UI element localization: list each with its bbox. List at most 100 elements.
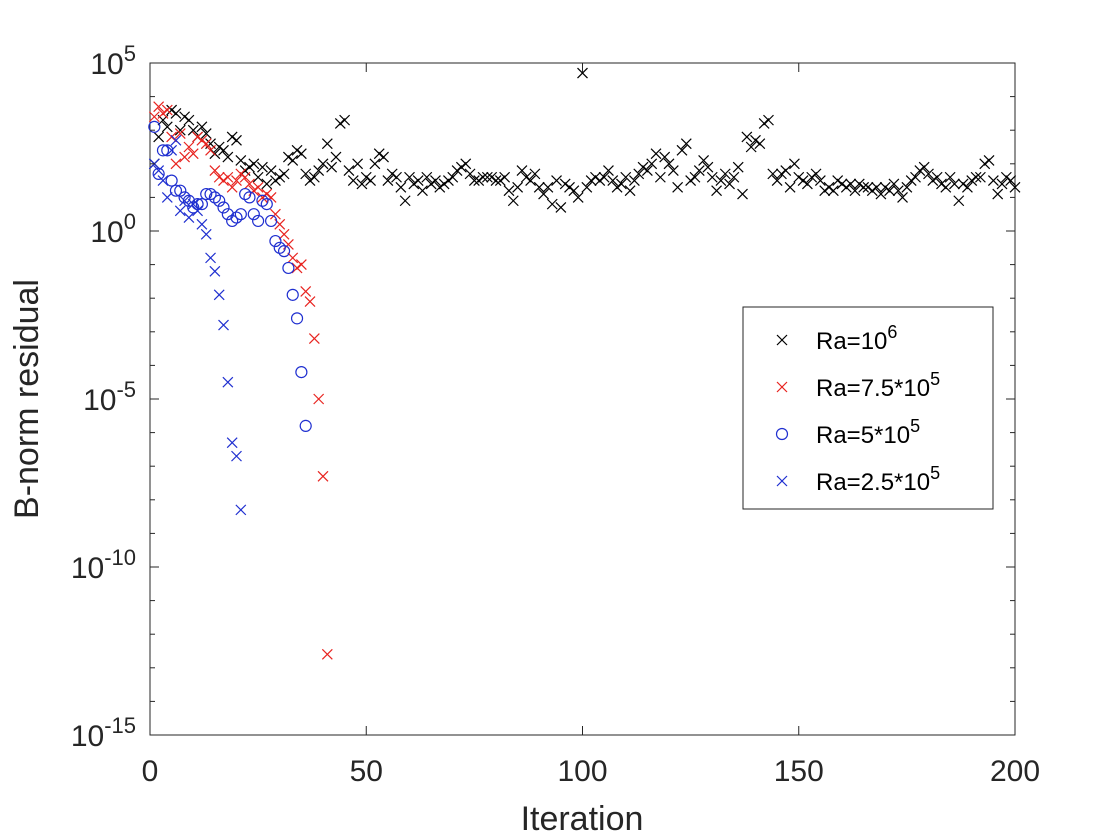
data-point [391, 171, 402, 183]
data-point [892, 185, 904, 197]
data-point [196, 121, 208, 133]
data-point-stroke [719, 168, 731, 180]
data-point-stroke [871, 181, 883, 193]
data-point-stroke [148, 111, 160, 123]
data-point [616, 178, 627, 190]
data-point [157, 175, 169, 187]
data-point [179, 151, 191, 163]
data-point [490, 175, 502, 187]
data-point [321, 138, 333, 150]
data-point-stroke [430, 175, 441, 187]
data-point [646, 158, 658, 170]
data-point [598, 171, 610, 183]
data-point-stroke [555, 202, 567, 213]
data-point [347, 175, 359, 187]
data-point-stroke [585, 175, 597, 187]
data-point [339, 114, 351, 126]
data-point-stroke [494, 175, 506, 187]
data-point [853, 178, 865, 190]
data-point [235, 155, 247, 166]
data-point [966, 175, 978, 187]
data-point [451, 165, 463, 176]
data-point [222, 376, 234, 388]
data-point-stroke [823, 181, 835, 193]
data-point-stroke [663, 158, 675, 170]
legend-entry: Ra=5*105 [775, 416, 920, 449]
data-point [871, 181, 883, 193]
data-point-stroke [287, 252, 299, 264]
data-point [987, 175, 999, 187]
data-point [208, 191, 221, 204]
data-point-stroke [667, 165, 679, 176]
data-point [270, 208, 281, 220]
data-point [352, 158, 364, 170]
data-point-stroke [611, 181, 623, 193]
data-point [724, 178, 735, 190]
data-point-stroke [196, 218, 208, 230]
data-point-stroke [512, 181, 524, 193]
data-point-stroke [378, 151, 389, 163]
data-point [797, 175, 809, 187]
data-point [711, 185, 722, 197]
data-point [888, 178, 900, 190]
data-point [157, 107, 169, 119]
data-point-shape [234, 208, 247, 221]
data-point-stroke [849, 185, 861, 197]
data-point [741, 131, 753, 143]
data-point-stroke [274, 171, 286, 183]
data-point [827, 185, 839, 197]
data-point [494, 175, 506, 187]
data-point [404, 171, 415, 183]
legend-label: Ra=5*105 [816, 416, 920, 449]
data-point [468, 175, 480, 187]
data-point-stroke [732, 161, 744, 173]
data-point [196, 218, 208, 230]
data-point-stroke [745, 141, 757, 153]
data-point-stroke [711, 185, 722, 197]
data-point-stroke [962, 181, 973, 193]
data-point [260, 198, 273, 211]
data-point [261, 188, 273, 200]
data-point-stroke [252, 171, 264, 183]
data-point [308, 171, 320, 183]
data-point-stroke [313, 165, 325, 176]
data-point-stroke [918, 161, 930, 173]
data-point-stroke [944, 171, 956, 183]
data-point-shape [200, 187, 213, 201]
data-point-stroke [503, 185, 515, 197]
data-point-stroke [404, 171, 415, 183]
data-point-shape [286, 288, 299, 301]
data-point-shape [269, 234, 282, 248]
data-point-stroke [546, 198, 558, 210]
x-axis-title: Iteration [521, 800, 644, 838]
data-point [218, 175, 229, 187]
data-point-stroke [784, 181, 796, 193]
data-point [879, 181, 891, 193]
data-point-shape [247, 208, 260, 221]
data-point-stroke [161, 191, 173, 203]
data-point [706, 171, 718, 183]
data-point-stroke [157, 175, 169, 187]
data-point-stroke [244, 178, 255, 190]
data-point [205, 252, 216, 264]
data-point [174, 205, 186, 217]
data-point [858, 181, 870, 193]
data-point [814, 175, 826, 187]
data-point [231, 175, 242, 187]
data-point [161, 121, 173, 133]
data-point [234, 208, 247, 221]
data-point-stroke [525, 175, 537, 187]
data-point-stroke [161, 104, 173, 116]
data-point [499, 171, 511, 183]
data-point [663, 158, 675, 170]
data-point-stroke [992, 188, 1004, 200]
data-point-stroke [170, 158, 182, 170]
data-point [192, 131, 203, 143]
data-point-stroke [369, 158, 381, 170]
data-point-stroke [334, 118, 346, 129]
data-point-shape [161, 144, 174, 157]
data-point [399, 195, 411, 207]
data-point-stroke [326, 161, 338, 173]
data-point [196, 134, 208, 146]
data-point [209, 165, 221, 176]
